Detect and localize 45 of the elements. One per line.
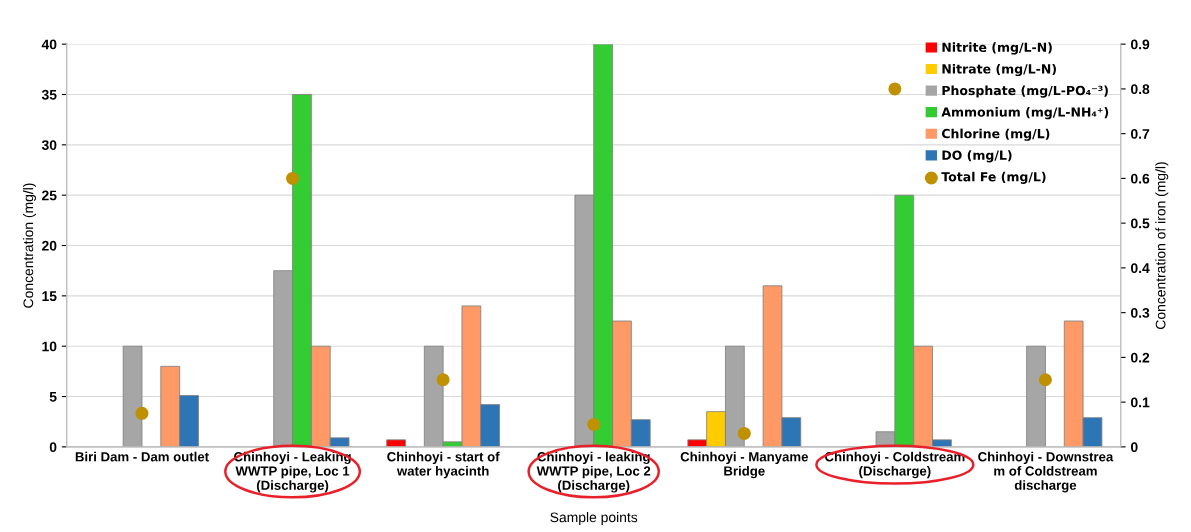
y-tick-label: 10 (42, 341, 57, 352)
y2-tick-label: 0.8 (1131, 84, 1150, 95)
y-tick-label: 25 (42, 190, 57, 201)
point (286, 171, 300, 185)
y-tick-label: 20 (42, 240, 57, 251)
bar (386, 439, 406, 447)
y-tick-label: 40 (41, 39, 57, 50)
y2-tick-label: 0.7 (1131, 128, 1150, 139)
legend-label: Chlorine (mg/L) (941, 128, 1050, 141)
legend-label: Ammonium (mg/L-NH₄⁺) (941, 107, 1109, 120)
y2-tick-label: 0.2 (1131, 352, 1150, 363)
legend-label: Nitrate (mg/L-N) (942, 63, 1056, 77)
x-tick-label: Chinhoyi - Leaking WWTP pipe, Loc 1 (Discharge) (234, 451, 351, 493)
point (737, 426, 751, 440)
y2-axis-title: Concentration of iron (mg/l) (1155, 162, 1169, 329)
legend-label: Total Fe (mg/L) (941, 171, 1046, 184)
bar (122, 345, 143, 447)
point (888, 82, 902, 96)
y-tick-label: 15 (42, 291, 57, 302)
legend-label: DO (mg/L) (942, 150, 1012, 163)
bar (1026, 345, 1046, 447)
point (135, 406, 149, 420)
y-axis-title: Concentration (mg/l) (23, 183, 36, 308)
y2-tick-label: 0 (1131, 442, 1138, 453)
y2-tick-label: 0.9 (1131, 39, 1150, 50)
point (1038, 373, 1052, 387)
y2-tick-label: 0.1 (1131, 397, 1150, 408)
y2-tick-label: 0.4 (1131, 263, 1150, 274)
y2-tick-label: 0.5 (1131, 218, 1150, 229)
y-tick-label: 0 (49, 442, 57, 453)
x-tick-label: Chinhoyi - start of water hyacinth (387, 451, 500, 479)
x-tick-label: Chinhoyi - leaking WWTP pipe, Loc 2 (Discharge) (536, 451, 651, 493)
x-tick-label: Biri Dam - Dam outlet (75, 451, 209, 462)
point (587, 418, 601, 432)
x-tick-label: Chinhoyi - Manyame Bridge (680, 451, 808, 479)
y2-tick-label: 0.6 (1131, 173, 1150, 184)
y-tick-label: 35 (41, 89, 57, 100)
x-tick-label: Chinhoyi - Downstrea m of Coldstream discharge (978, 451, 1114, 493)
x-axis-title: Sample points (550, 512, 638, 525)
y-tick-label: 5 (49, 392, 57, 402)
y-tick-label: 30 (41, 140, 57, 151)
legend-label: Nitrite (mg/L-N) (942, 42, 1052, 55)
y2-tick-label: 0.3 (1131, 307, 1150, 318)
legend-label: Phosphate (mg/L-PO₄⁻³) (942, 85, 1108, 98)
point (436, 373, 450, 387)
